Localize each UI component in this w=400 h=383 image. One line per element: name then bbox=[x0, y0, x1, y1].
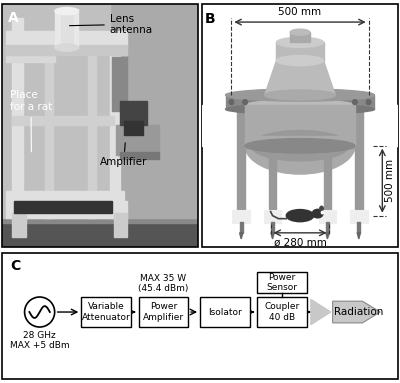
Bar bbox=[326, 222, 329, 233]
Polygon shape bbox=[357, 233, 360, 239]
Bar bbox=[269, 105, 276, 211]
Bar bbox=[357, 222, 360, 233]
Text: A: A bbox=[8, 11, 19, 25]
Text: Power
Amplifier: Power Amplifier bbox=[143, 302, 184, 322]
Polygon shape bbox=[240, 233, 243, 239]
Text: Coupler
40 dB: Coupler 40 dB bbox=[264, 302, 300, 322]
Bar bbox=[202, 4, 398, 247]
Bar bbox=[202, 105, 398, 146]
Text: 28 GHz
MAX +5 dBm: 28 GHz MAX +5 dBm bbox=[10, 331, 70, 350]
Bar bbox=[14, 201, 112, 213]
Text: Power
Sensor: Power Sensor bbox=[267, 273, 298, 292]
Bar bbox=[12, 116, 114, 126]
Bar bbox=[6, 47, 55, 62]
Bar bbox=[290, 32, 310, 43]
Ellipse shape bbox=[312, 210, 323, 218]
Bar bbox=[6, 31, 128, 47]
Ellipse shape bbox=[55, 44, 78, 51]
Bar bbox=[2, 218, 198, 247]
Bar bbox=[12, 18, 22, 218]
Bar bbox=[245, 105, 355, 146]
Bar bbox=[237, 105, 245, 211]
Bar bbox=[226, 95, 374, 109]
Bar bbox=[120, 152, 159, 159]
Bar bbox=[120, 101, 147, 126]
Bar bbox=[245, 136, 355, 146]
Bar bbox=[271, 222, 274, 233]
Text: C: C bbox=[10, 259, 20, 273]
Circle shape bbox=[243, 100, 248, 105]
Bar bbox=[2, 4, 110, 218]
Text: Variable
Attenuator: Variable Attenuator bbox=[82, 302, 130, 322]
Bar bbox=[110, 4, 198, 218]
Polygon shape bbox=[326, 233, 329, 239]
Bar bbox=[264, 210, 281, 223]
Polygon shape bbox=[271, 233, 274, 239]
Bar bbox=[350, 210, 368, 223]
Text: 500 mm: 500 mm bbox=[278, 7, 322, 17]
Ellipse shape bbox=[245, 139, 355, 153]
Bar bbox=[81, 297, 131, 327]
Ellipse shape bbox=[320, 206, 323, 211]
Ellipse shape bbox=[245, 139, 355, 153]
Bar bbox=[61, 11, 72, 47]
Ellipse shape bbox=[276, 37, 324, 47]
Bar bbox=[258, 272, 307, 293]
FancyArrow shape bbox=[333, 301, 380, 323]
Circle shape bbox=[352, 100, 357, 105]
Bar bbox=[6, 45, 128, 55]
Circle shape bbox=[229, 100, 234, 105]
Bar bbox=[319, 210, 336, 223]
Ellipse shape bbox=[290, 29, 310, 35]
Bar bbox=[55, 9, 78, 47]
Text: Amplifier: Amplifier bbox=[100, 143, 147, 167]
Ellipse shape bbox=[245, 100, 355, 110]
Text: Lens
antenna: Lens antenna bbox=[70, 13, 153, 35]
Bar bbox=[258, 297, 307, 327]
Bar bbox=[324, 105, 331, 211]
Text: Isolator: Isolator bbox=[208, 308, 242, 316]
Bar bbox=[12, 213, 26, 237]
Bar bbox=[245, 105, 355, 146]
Text: B: B bbox=[205, 12, 216, 26]
Text: 500 mm: 500 mm bbox=[385, 159, 395, 202]
Ellipse shape bbox=[265, 90, 335, 100]
Ellipse shape bbox=[245, 140, 355, 152]
Circle shape bbox=[366, 100, 371, 105]
Bar bbox=[232, 210, 250, 223]
Bar bbox=[139, 297, 188, 327]
Ellipse shape bbox=[251, 131, 349, 161]
Bar bbox=[45, 36, 53, 218]
Bar bbox=[6, 191, 124, 203]
Ellipse shape bbox=[55, 8, 78, 15]
Bar bbox=[114, 213, 128, 237]
Bar bbox=[200, 297, 250, 327]
Bar bbox=[110, 36, 120, 218]
Ellipse shape bbox=[245, 117, 355, 174]
Circle shape bbox=[321, 211, 324, 214]
Bar bbox=[240, 222, 243, 233]
Bar bbox=[355, 105, 363, 211]
Bar bbox=[6, 201, 128, 218]
Ellipse shape bbox=[245, 120, 355, 171]
Bar bbox=[124, 121, 143, 135]
Ellipse shape bbox=[276, 56, 324, 65]
Bar bbox=[276, 43, 324, 61]
Text: Place
for a rat: Place for a rat bbox=[10, 90, 52, 152]
Text: MAX 35 W
(45.4 dBm): MAX 35 W (45.4 dBm) bbox=[138, 274, 188, 293]
Bar bbox=[2, 253, 398, 379]
Bar bbox=[2, 208, 198, 223]
Bar bbox=[116, 126, 159, 155]
Polygon shape bbox=[265, 61, 335, 95]
Bar bbox=[112, 57, 128, 111]
Ellipse shape bbox=[226, 104, 374, 114]
Text: Radiation: Radiation bbox=[334, 307, 383, 317]
Polygon shape bbox=[311, 300, 331, 325]
Ellipse shape bbox=[286, 210, 314, 222]
Text: ø 280 mm: ø 280 mm bbox=[274, 238, 326, 248]
Ellipse shape bbox=[226, 89, 374, 101]
Bar bbox=[88, 36, 96, 218]
